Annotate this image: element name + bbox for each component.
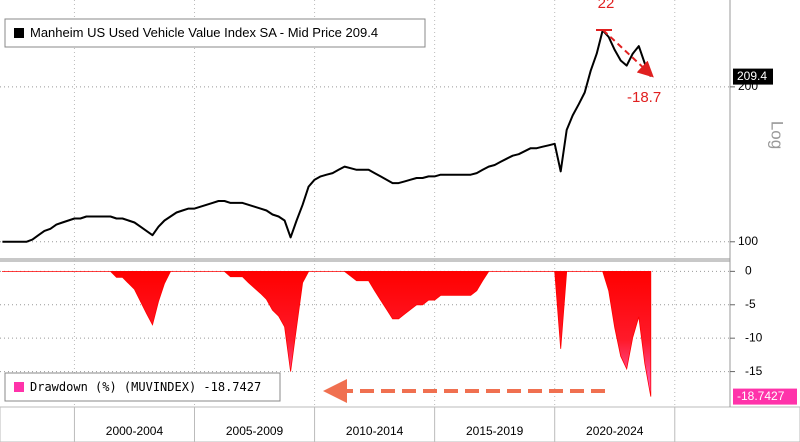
legend-swatch	[14, 28, 24, 38]
annotation: 22	[598, 0, 615, 12]
last-value-tag	[733, 388, 797, 405]
last-value-tag	[733, 68, 773, 85]
scale-label: Log	[768, 121, 787, 149]
y-tick-label: 0	[745, 264, 752, 278]
plot-bg	[0, 0, 730, 442]
legend-label: Drawdown (%) (MUVINDEX) -18.7427	[30, 380, 261, 394]
y-tick-label: -5	[745, 297, 756, 311]
x-band-label: 2000-2004	[106, 424, 164, 438]
drop-arrow	[602, 29, 654, 78]
data-line	[2, 29, 652, 243]
legend-label: Manheim US Used Vehicle Value Index SA -…	[30, 25, 378, 40]
legend-box	[4, 372, 281, 402]
x-band-label: 2005-2009	[226, 424, 284, 438]
legend-box	[4, 18, 426, 48]
x-band-label: 2015-2019	[466, 424, 524, 438]
last-value-label: 209.4	[737, 69, 767, 83]
panel-divider	[0, 258, 730, 262]
x-band-label: 2020-2024	[586, 424, 644, 438]
x-axis-band	[0, 406, 800, 442]
x-band-label: 2010-2014	[346, 424, 404, 438]
y-tick-label: -15	[745, 364, 763, 378]
y-tick-label: -10	[745, 330, 763, 344]
marks	[2, 29, 652, 397]
annotation: -18.7	[627, 89, 661, 106]
last-value-label: -18.7427	[737, 389, 785, 403]
drawdown-area	[2, 270, 652, 397]
y-tick-label: 100	[738, 234, 758, 248]
legend-swatch	[14, 382, 24, 392]
